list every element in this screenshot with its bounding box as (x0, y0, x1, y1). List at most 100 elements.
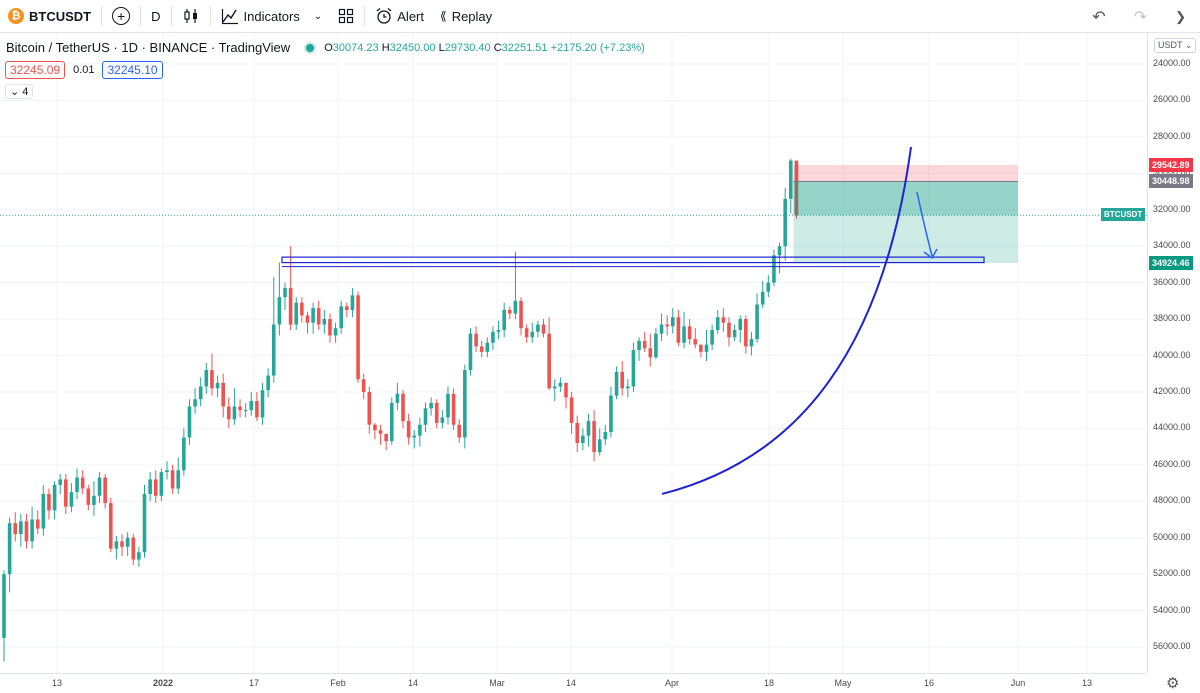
candle-body (412, 435, 417, 438)
change-value: +2175.20 (+7.23%) (550, 41, 645, 54)
y-tick-label: 56000.00 (1153, 641, 1191, 651)
close-label: C (493, 41, 502, 54)
candle-body (64, 479, 68, 507)
buy-price-button[interactable]: 32245.10 (102, 61, 163, 79)
candle-body (721, 317, 726, 323)
candle-body (131, 537, 136, 560)
x-tick-label: 18 (763, 678, 775, 688)
candle-body (710, 329, 714, 345)
candle-body (271, 324, 276, 376)
close-value: 32251.51 (501, 41, 548, 54)
replay-button[interactable]: ⟪ Replay (432, 0, 500, 33)
candle-body (704, 344, 709, 352)
price-axis[interactable] (1147, 33, 1200, 673)
candle-body (395, 393, 400, 403)
candle-body (198, 386, 203, 400)
candle-body (508, 309, 512, 314)
alert-button[interactable]: Alert (367, 0, 432, 33)
alarm-clock-icon (376, 8, 392, 24)
candle-body (569, 397, 574, 423)
top-toolbar: ₿ BTCUSDT + D Indicators ⌄ (0, 0, 1200, 33)
candle-body (687, 326, 692, 340)
candle-body (665, 324, 669, 327)
candle-body (13, 523, 18, 535)
candle-body (30, 519, 34, 542)
candle-body (564, 382, 568, 398)
time-axis[interactable] (0, 673, 1147, 693)
interval-button[interactable]: D (143, 0, 168, 33)
candle-body (2, 574, 6, 638)
candle-body (384, 433, 388, 442)
stop-zone (793, 164, 1018, 182)
compare-button[interactable]: + (104, 0, 138, 33)
candle-body (86, 488, 91, 505)
redo-button[interactable]: ↷ (1120, 0, 1161, 33)
y-tick-label: 46000.00 (1153, 458, 1191, 469)
low-label: L (438, 41, 445, 54)
more-button[interactable]: ❯ (1161, 0, 1200, 33)
candle-body (80, 477, 85, 489)
candle-body (429, 402, 433, 409)
candle-body (378, 430, 383, 434)
candle-body (631, 350, 636, 387)
candle-body (693, 339, 698, 345)
candle-body (491, 331, 495, 343)
projection-arrow (916, 191, 933, 257)
y-tick-label: 42000.00 (1153, 385, 1191, 396)
x-tick-label: May (834, 678, 852, 688)
candle-body (434, 402, 439, 423)
chart-title: Bitcoin / TetherUS · 1D · BINANCE · Trad… (6, 40, 291, 55)
chart-type-button[interactable] (174, 0, 208, 33)
interval-label: D (151, 8, 161, 24)
ohlc-values: O30074.23 H32450.00 L29730.40 C32251.51 … (324, 42, 645, 54)
candle-body (345, 306, 349, 310)
sell-price-button[interactable]: 32245.09 (5, 61, 66, 79)
candle-body (457, 424, 462, 438)
spread-value: 0.01 (73, 64, 95, 76)
candle-body (474, 333, 478, 347)
currency-selector[interactable]: USDT ⌄ (1154, 38, 1197, 53)
candle-body (558, 382, 563, 387)
candle-body (536, 324, 540, 332)
candle-body (108, 503, 113, 549)
candle-body (187, 406, 192, 438)
indicators-collapse-button[interactable]: ⌄ 4 (5, 84, 34, 99)
candle-body (266, 375, 270, 391)
gear-icon[interactable]: ⚙ (1166, 675, 1180, 692)
price-chart[interactable] (0, 0, 1147, 673)
candle-body (423, 408, 428, 425)
x-tick-label: 13 (1081, 678, 1093, 688)
candle-body (316, 308, 321, 325)
candle-body (232, 406, 237, 420)
candle-body (339, 306, 343, 329)
undo-button[interactable]: ↶ (1078, 0, 1119, 33)
candle-body (221, 382, 225, 407)
layouts-button[interactable] (330, 0, 362, 33)
symbol-search[interactable]: ₿ BTCUSDT (0, 0, 99, 33)
open-label: O (324, 41, 333, 54)
candle-body (356, 295, 360, 380)
candle-body (626, 386, 630, 389)
candle-body (283, 288, 287, 298)
candle-body (24, 521, 29, 542)
candle-body (249, 401, 254, 411)
y-tick-label: 38000.00 (1153, 313, 1191, 324)
candle-body (552, 386, 557, 389)
candles-icon (183, 9, 197, 23)
y-tick-label: 54000.00 (1153, 604, 1191, 615)
candle-body (637, 340, 641, 351)
candle-body (243, 410, 248, 412)
candle-body (92, 495, 96, 505)
candle-body (513, 300, 518, 314)
y-tick-label: 36000.00 (1153, 276, 1191, 287)
open-value: 30074.23 (332, 41, 379, 54)
y-tick-label: 44000.00 (1153, 422, 1191, 433)
currency-label: USDT (1158, 40, 1183, 50)
indicators-button[interactable]: Indicators ⌄ (213, 0, 331, 33)
candle-body (789, 160, 793, 199)
candle-body (238, 406, 242, 411)
candle-body (361, 379, 366, 392)
candle-body (614, 371, 619, 396)
filled-profit-zone (793, 181, 1018, 216)
target-zone (793, 181, 1018, 264)
